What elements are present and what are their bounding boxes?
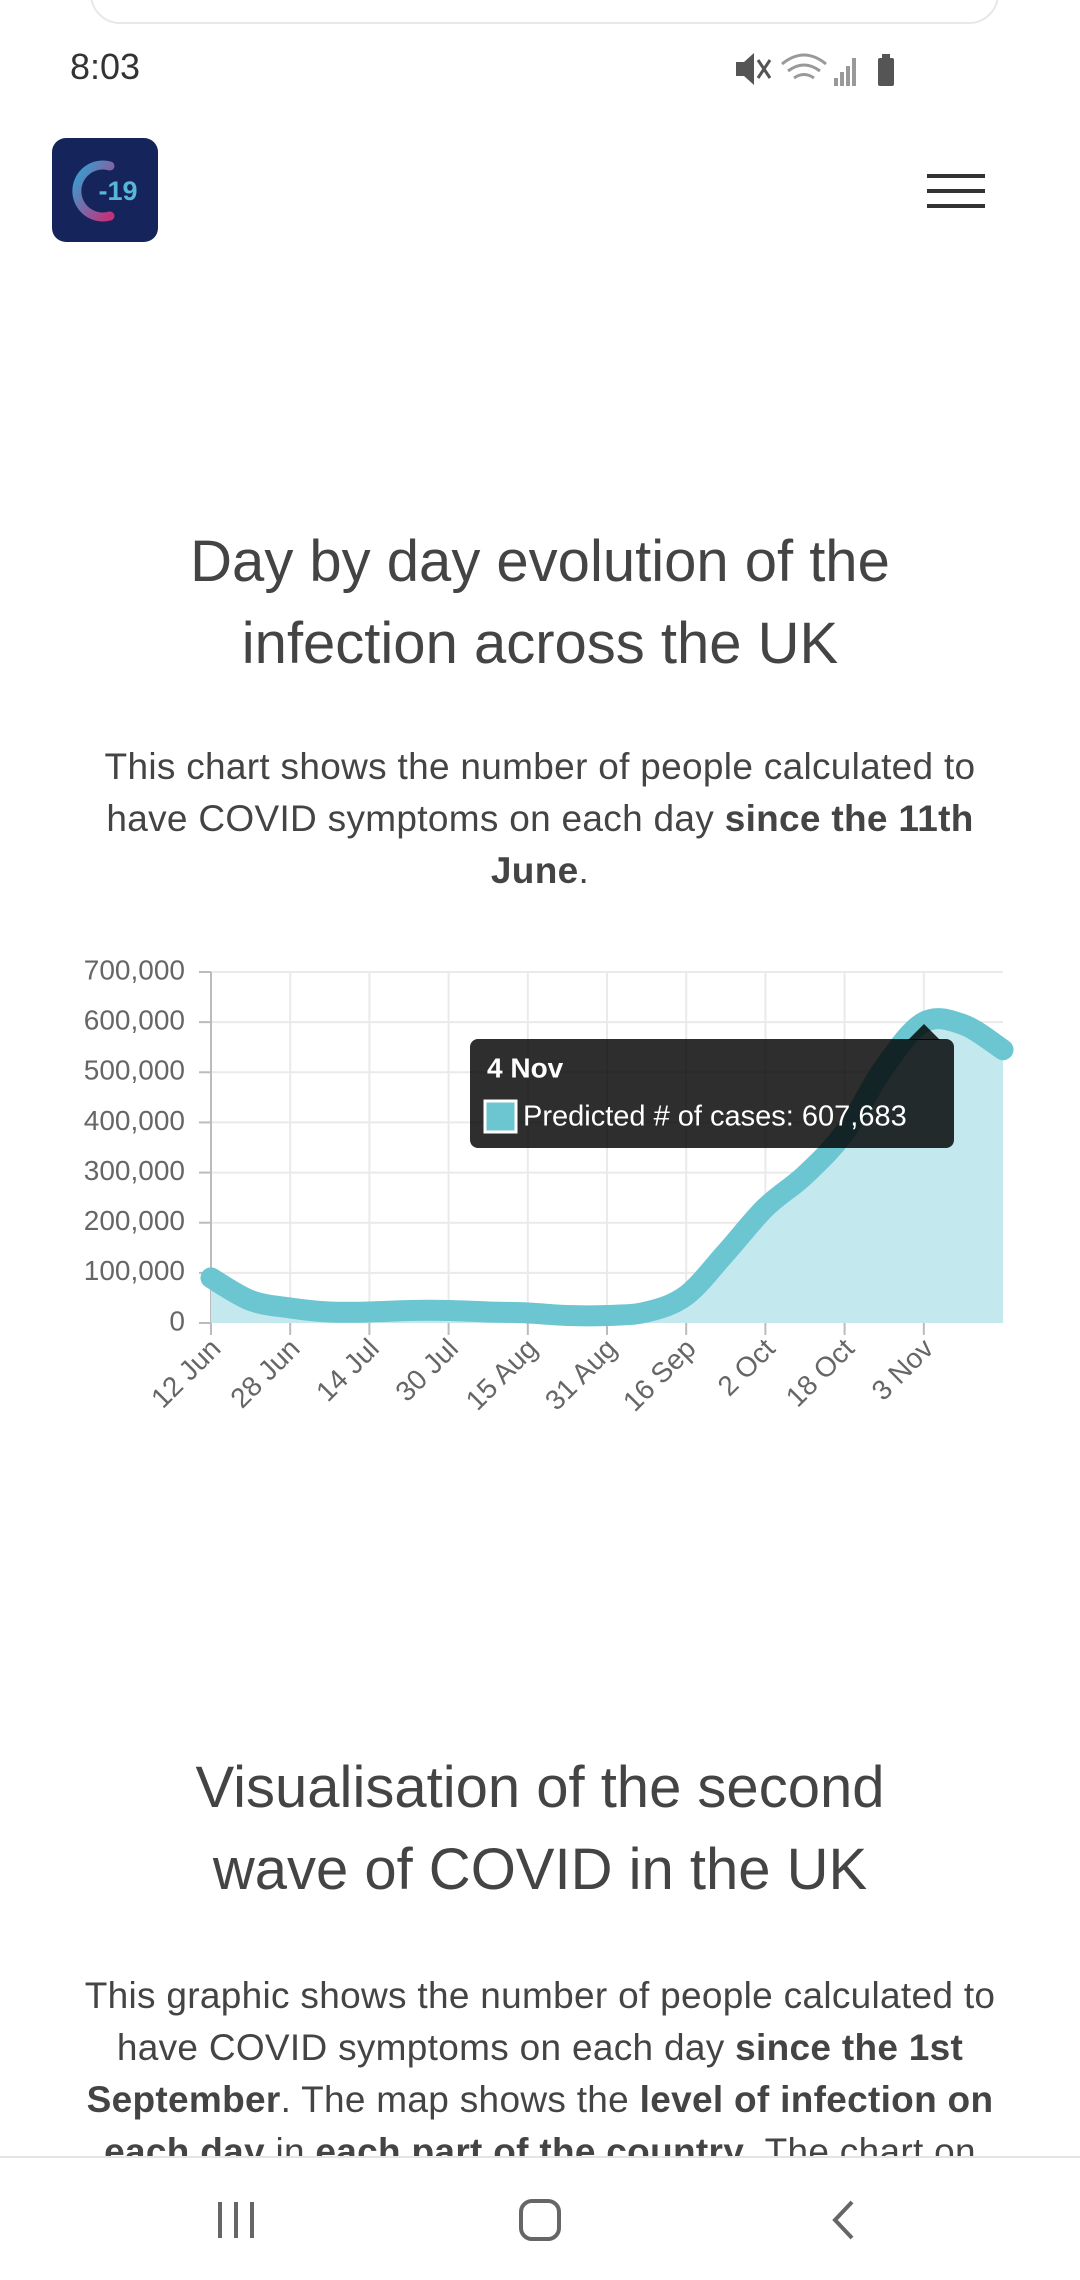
y-tick-label: 500,000 — [84, 1055, 185, 1086]
y-tick-label: 0 — [169, 1305, 185, 1336]
x-tick-label: 31 Aug — [539, 1333, 623, 1417]
y-tick-label: 200,000 — [84, 1205, 185, 1236]
x-tick-label: 18 Oct — [780, 1332, 860, 1412]
title-line: wave of COVID in the UK — [212, 1837, 868, 1902]
tooltip-box — [470, 1039, 954, 1148]
app-logo[interactable]: -19 — [52, 138, 158, 242]
section-title: Day by day evolution of the infection acr… — [60, 521, 1020, 685]
status-time: 8:03 — [70, 46, 141, 87]
home-button[interactable] — [519, 2199, 561, 2241]
x-tick-label: 15 Aug — [460, 1333, 544, 1417]
x-tick-label: 16 Sep — [617, 1333, 702, 1418]
y-tick-label: 100,000 — [84, 1255, 185, 1286]
y-tick-label: 600,000 — [84, 1005, 185, 1036]
search-bar[interactable] — [90, 0, 999, 24]
tooltip-arrow — [908, 1024, 940, 1040]
chart: 0 100,000 200,000 300,000 400,000 500,000 600,… — [84, 954, 1014, 1418]
title-line: infection across the UK — [241, 611, 839, 676]
y-tick-label: 400,000 — [84, 1105, 185, 1136]
tooltip-label: Predicted # of cases: 607,683 — [523, 1101, 907, 1133]
section-text: This graphic shows the number of people … — [60, 1970, 1020, 2178]
x-tick-label: 12 Jun — [145, 1333, 226, 1414]
section-title: Visualisation of the second wave of COVID… — [60, 1747, 1020, 1911]
text: This graphic shows the number of people … — [84, 1975, 996, 2068]
area — [211, 1018, 1003, 1323]
x-tick-label: 14 Jul — [310, 1333, 385, 1408]
nav-icons — [218, 2199, 854, 2241]
tooltip: 4 Nov Predicted # of cases: 607,683 — [470, 1024, 954, 1148]
bold-text: since the 1st September — [86, 2027, 964, 2120]
recent-apps-button[interactable] — [218, 2202, 254, 2238]
logo-text: -19 — [98, 176, 137, 206]
navigation-bar — [0, 2156, 1080, 2280]
title-line: Day by day evolution of the — [190, 529, 890, 594]
x-tick-label: 3 Nov — [866, 1333, 940, 1407]
back-button[interactable] — [832, 2200, 854, 2240]
bold-text: level of infection on each day — [104, 2079, 994, 2172]
menu-button[interactable] — [927, 172, 987, 212]
text: This chart shows the number of people ca… — [104, 746, 976, 839]
status-icons — [736, 53, 894, 86]
x-tick-label: 2 Oct — [712, 1332, 781, 1401]
text: . The map shows the — [280, 2079, 640, 2120]
y-tick-label: 700,000 — [84, 954, 185, 985]
tooltip-title: 4 Nov — [487, 1052, 564, 1083]
tooltip-swatch — [483, 1099, 518, 1134]
section-text: This chart shows the number of people ca… — [60, 741, 1020, 897]
x-tick-label: 30 Jul — [389, 1333, 464, 1408]
title-line: Visualisation of the second — [195, 1755, 885, 1820]
bold-text: since the 11th June — [490, 798, 974, 891]
y-tick-label: 300,000 — [84, 1155, 185, 1186]
x-tick-label: 28 Jun — [224, 1333, 305, 1414]
text: . — [578, 850, 590, 891]
